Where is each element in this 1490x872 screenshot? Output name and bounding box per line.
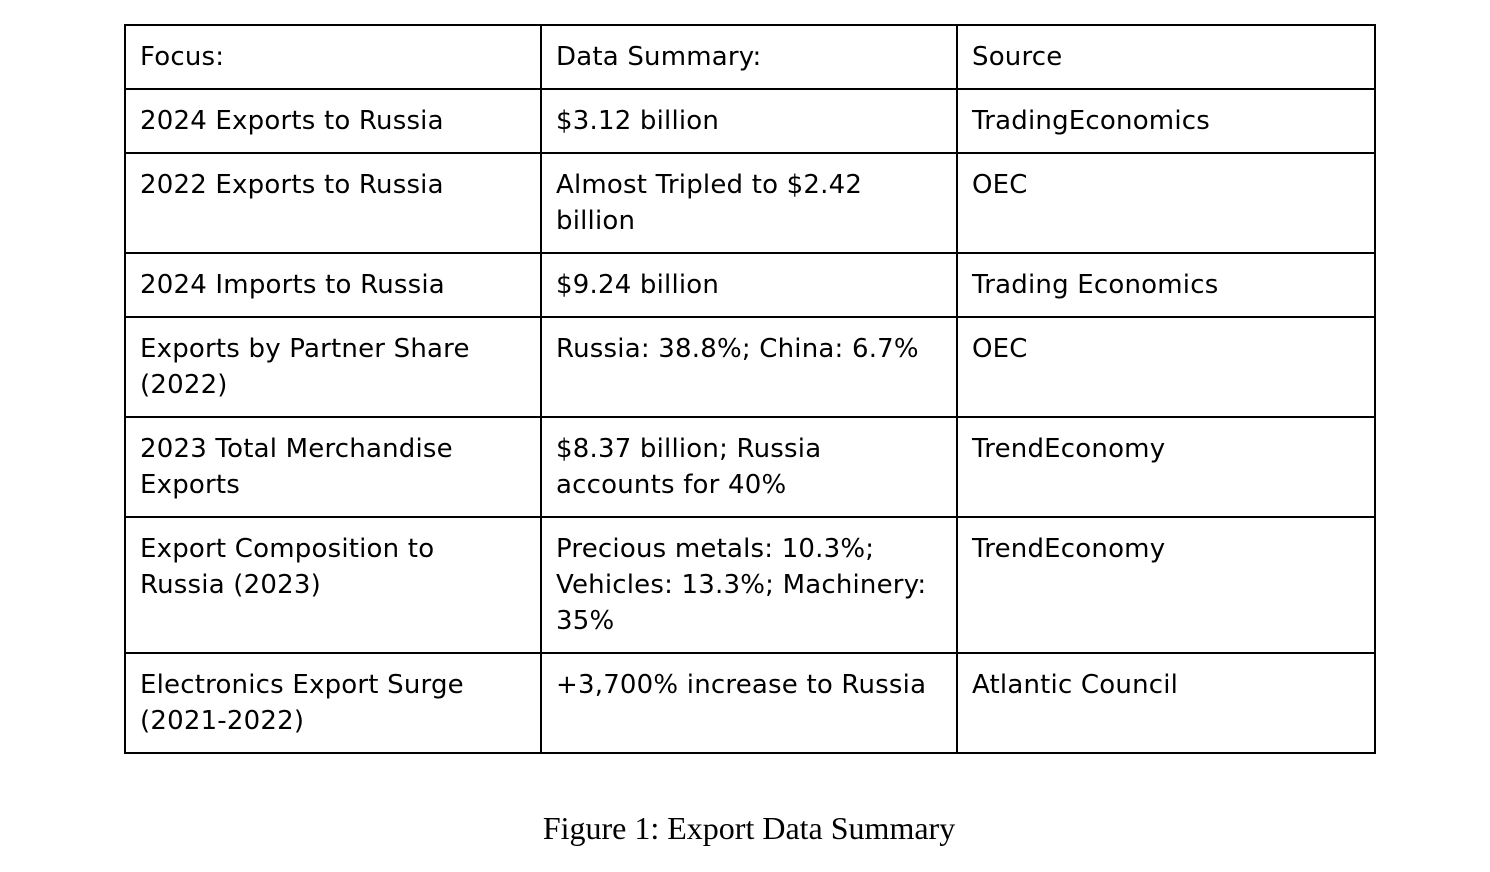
summary-cell: $9.24 billion <box>540 252 958 318</box>
table-row: 2024 Exports to Russia $3.12 billion Tra… <box>124 88 1376 154</box>
summary-cell: $8.37 billion; Russia accounts for 40% <box>540 416 958 518</box>
focus-cell: Electronics Export Surge (2021-2022) <box>124 652 542 754</box>
table-row: 2022 Exports to Russia Almost Tripled to… <box>124 152 1376 254</box>
source-cell: OEC <box>956 316 1376 418</box>
source-cell: Trading Economics <box>956 252 1376 318</box>
focus-cell: 2024 Exports to Russia <box>124 88 542 154</box>
summary-cell: +3,700% increase to Russia <box>540 652 958 754</box>
header-cell-focus: Focus: <box>124 24 542 90</box>
summary-cell: $3.12 billion <box>540 88 958 154</box>
table-row: 2024 Imports to Russia $9.24 billion Tra… <box>124 252 1376 318</box>
export-summary-table: Focus: Data Summary: Source 2024 Exports… <box>124 24 1376 754</box>
focus-cell: Exports by Partner Share (2022) <box>124 316 542 418</box>
table-row: Exports by Partner Share (2022) Russia: … <box>124 316 1376 418</box>
source-cell: Atlantic Council <box>956 652 1376 754</box>
summary-cell: Almost Tripled to $2.42 billion <box>540 152 958 254</box>
summary-cell: Russia: 38.8%; China: 6.7% <box>540 316 958 418</box>
focus-cell: 2023 Total Merchandise Exports <box>124 416 542 518</box>
header-cell-data-summary: Data Summary: <box>540 24 958 90</box>
table-row: Export Composition to Russia (2023) Prec… <box>124 516 1376 654</box>
summary-cell: Precious metals: 10.3%; Vehicles: 13.3%;… <box>540 516 958 654</box>
table-row: 2023 Total Merchandise Exports $8.37 bil… <box>124 416 1376 518</box>
source-cell: TradingEconomics <box>956 88 1376 154</box>
table-row: Electronics Export Surge (2021-2022) +3,… <box>124 652 1376 754</box>
focus-cell: 2024 Imports to Russia <box>124 252 542 318</box>
source-cell: TrendEconomy <box>956 416 1376 518</box>
source-cell: OEC <box>956 152 1376 254</box>
header-cell-source: Source <box>956 24 1376 90</box>
focus-cell: Export Composition to Russia (2023) <box>124 516 542 654</box>
table-header-row: Focus: Data Summary: Source <box>124 24 1376 90</box>
figure-caption: Figure 1: Export Data Summary <box>542 810 956 846</box>
source-cell: TrendEconomy <box>956 516 1376 654</box>
focus-cell: 2022 Exports to Russia <box>124 152 542 254</box>
